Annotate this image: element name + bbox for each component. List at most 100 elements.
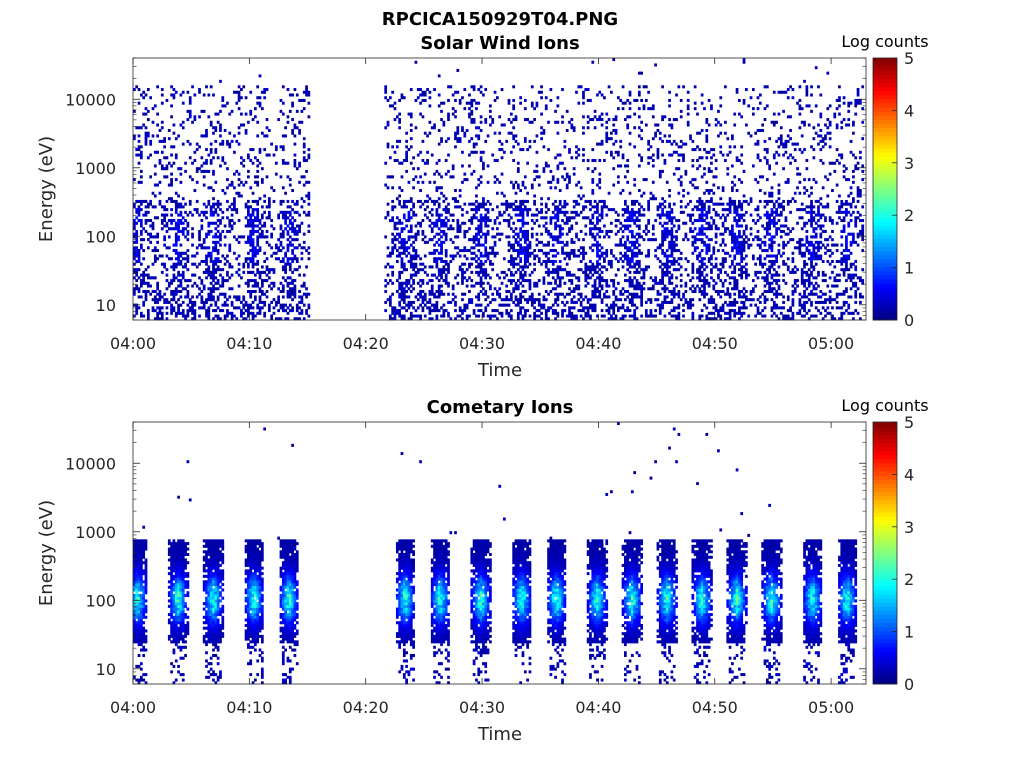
heatmap-cell (561, 249, 564, 253)
heatmap-cell (398, 120, 402, 124)
heatmap-cell (456, 221, 460, 225)
heatmap-cell (684, 300, 688, 304)
heatmap-cell (277, 287, 280, 291)
heatmap-cell (386, 123, 390, 127)
heatmap-cell (698, 232, 702, 236)
heatmap-cell (393, 221, 397, 225)
heatmap-cell (400, 270, 404, 274)
heatmap-cell (630, 240, 634, 244)
heatmap-cell (186, 118, 190, 122)
heatmap-cell (260, 224, 264, 228)
heatmap-cell (409, 229, 413, 233)
heatmap-cell (468, 139, 471, 143)
heatmap-cell (177, 273, 180, 277)
heatmap-cell (146, 88, 150, 92)
heatmap-cell (519, 202, 523, 206)
heatmap-cell (423, 90, 427, 94)
heatmap-cell (158, 306, 162, 310)
heatmap-cell (498, 139, 502, 143)
heatmap-cell (649, 300, 653, 304)
heatmap-cell (291, 128, 294, 132)
heatmap-cell (598, 276, 602, 280)
heatmap-cell (509, 292, 513, 296)
heatmap-cell (519, 259, 523, 263)
heatmap-cell (700, 238, 704, 242)
heatmap-cell (489, 109, 492, 113)
heatmap-cell (514, 213, 518, 217)
heatmap-cell (451, 93, 455, 97)
heatmap-cell (677, 224, 681, 228)
heatmap-cell (209, 273, 213, 277)
heatmap-cell (589, 98, 592, 102)
heatmap-cell (731, 259, 734, 263)
heatmap-cell (435, 240, 439, 244)
heatmap-cell (156, 240, 159, 244)
heatmap-cell (644, 85, 648, 89)
heatmap-cell (658, 202, 662, 206)
heatmap-cell (693, 238, 697, 242)
heatmap-cell (579, 314, 583, 318)
heatmap-cell (133, 202, 136, 206)
heatmap-cell (133, 134, 136, 138)
heatmap-cell (724, 243, 727, 247)
heatmap-cell (279, 317, 283, 321)
heatmap-cell (670, 243, 674, 247)
heatmap-cell (200, 243, 204, 247)
heatmap-cell (426, 134, 429, 138)
heatmap-cell (426, 240, 429, 244)
heatmap-cell (735, 287, 739, 291)
heatmap-cell (633, 219, 637, 223)
heatmap-cell (712, 265, 716, 269)
heatmap-cell (146, 276, 150, 280)
heatmap-cell (133, 254, 136, 258)
heatmap-cell (412, 273, 415, 277)
heatmap-cell (733, 268, 737, 272)
heatmap-cell (260, 279, 264, 283)
heatmap-cell (726, 208, 730, 212)
heatmap-cell (651, 115, 655, 119)
heatmap-cell (202, 303, 206, 307)
heatmap-cell (626, 164, 630, 168)
heatmap-cell (172, 262, 176, 266)
heatmap-cell (554, 199, 557, 203)
heatmap-cell (682, 142, 685, 146)
heatmap-cell (247, 309, 250, 313)
heatmap-cell (263, 194, 267, 198)
heatmap-cell (451, 284, 455, 288)
heatmap-cell (475, 281, 478, 285)
heatmap-cell (633, 98, 637, 102)
heatmap-cell (163, 300, 166, 304)
heatmap-cell (260, 292, 264, 296)
heatmap-cell (482, 262, 485, 266)
heatmap-cell (663, 298, 667, 302)
heatmap-cell (193, 208, 197, 212)
heatmap-cell (454, 109, 457, 113)
heatmap-cell (235, 139, 239, 143)
heatmap-cell (677, 262, 681, 266)
heatmap-cell (721, 257, 725, 261)
heatmap-cell (137, 145, 141, 149)
heatmap-cell (405, 139, 408, 143)
heatmap-cell (458, 249, 462, 253)
heatmap-cell (637, 265, 641, 269)
heatmap-cell (451, 107, 455, 111)
heatmap-cell (635, 270, 639, 274)
heatmap-cell (407, 180, 411, 184)
heatmap-cell (242, 270, 246, 274)
heatmap-cell (637, 153, 641, 157)
heatmap-cell (640, 137, 644, 141)
heatmap-cell (591, 289, 595, 294)
heatmap-cell (507, 249, 511, 253)
heatmap-cell (728, 202, 732, 206)
heatmap-cell (512, 107, 516, 111)
heatmap-cell (623, 208, 627, 212)
heatmap-cell (686, 90, 690, 94)
heatmap-cell (235, 257, 239, 261)
heatmap-cell (491, 309, 495, 313)
heatmap-cell (447, 314, 450, 318)
heatmap-cell (586, 120, 590, 124)
heatmap-cell (307, 246, 311, 250)
heatmap-cell (486, 273, 490, 277)
heatmap-cell (628, 224, 632, 228)
heatmap-cell (293, 161, 297, 165)
